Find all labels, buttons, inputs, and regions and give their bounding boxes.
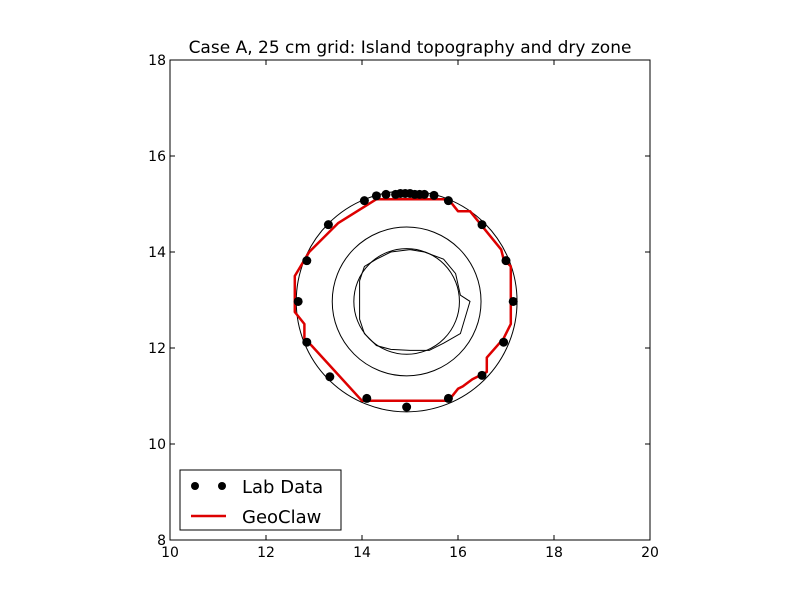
y-tick-label: 14 bbox=[148, 245, 166, 261]
contour-line bbox=[331, 226, 482, 377]
lab-data-point bbox=[293, 296, 303, 306]
plot-frame bbox=[169, 59, 651, 541]
lab-data-point bbox=[359, 196, 369, 206]
x-tick-label: 18 bbox=[545, 545, 563, 561]
lab-data-point bbox=[508, 296, 518, 306]
lab-data-point bbox=[443, 393, 453, 403]
x-tick-label: 10 bbox=[161, 545, 179, 561]
lab-data-point bbox=[477, 370, 487, 380]
lab-data-point bbox=[323, 220, 333, 230]
lab-data-point bbox=[381, 189, 391, 199]
lab-data-point bbox=[402, 402, 412, 412]
lab-data-point bbox=[371, 191, 381, 201]
y-tick-label: 18 bbox=[148, 53, 166, 69]
legend: Lab Data GeoClaw bbox=[179, 469, 342, 531]
x-tick-label: 20 bbox=[641, 545, 659, 561]
contour-line bbox=[359, 249, 471, 351]
lab-data-point bbox=[302, 256, 312, 266]
lab-data-series bbox=[293, 188, 518, 412]
plot-area bbox=[170, 60, 650, 540]
y-tick-label: 16 bbox=[148, 149, 166, 165]
lab-data-point bbox=[499, 337, 509, 347]
lab-data-point bbox=[501, 256, 511, 266]
legend-box bbox=[179, 469, 342, 531]
lab-data-point bbox=[429, 190, 439, 200]
y-tick-label: 12 bbox=[148, 341, 166, 357]
lab-data-point bbox=[362, 393, 372, 403]
legend-marker-lab-data bbox=[218, 482, 226, 490]
y-tick-label: 8 bbox=[157, 533, 166, 549]
y-tick-label: 10 bbox=[148, 437, 166, 453]
legend-label-lab-data: Lab Data bbox=[242, 477, 323, 498]
x-tick-label: 14 bbox=[353, 545, 371, 561]
x-tick-label: 16 bbox=[449, 545, 467, 561]
x-tick-label: 12 bbox=[257, 545, 275, 561]
lab-data-point bbox=[443, 196, 453, 206]
legend-marker-lab-data bbox=[191, 482, 199, 490]
geoclaw-series bbox=[293, 197, 513, 403]
lab-data-point bbox=[325, 372, 335, 382]
lab-data-point bbox=[477, 220, 487, 230]
chart-title: Case A, 25 cm grid: Island topography an… bbox=[189, 38, 632, 58]
geoclaw-line bbox=[293, 197, 513, 403]
legend-label-geoclaw: GeoClaw bbox=[242, 507, 321, 528]
lab-data-point bbox=[302, 337, 312, 347]
contour-line bbox=[353, 248, 460, 355]
lab-data-point bbox=[419, 189, 429, 199]
